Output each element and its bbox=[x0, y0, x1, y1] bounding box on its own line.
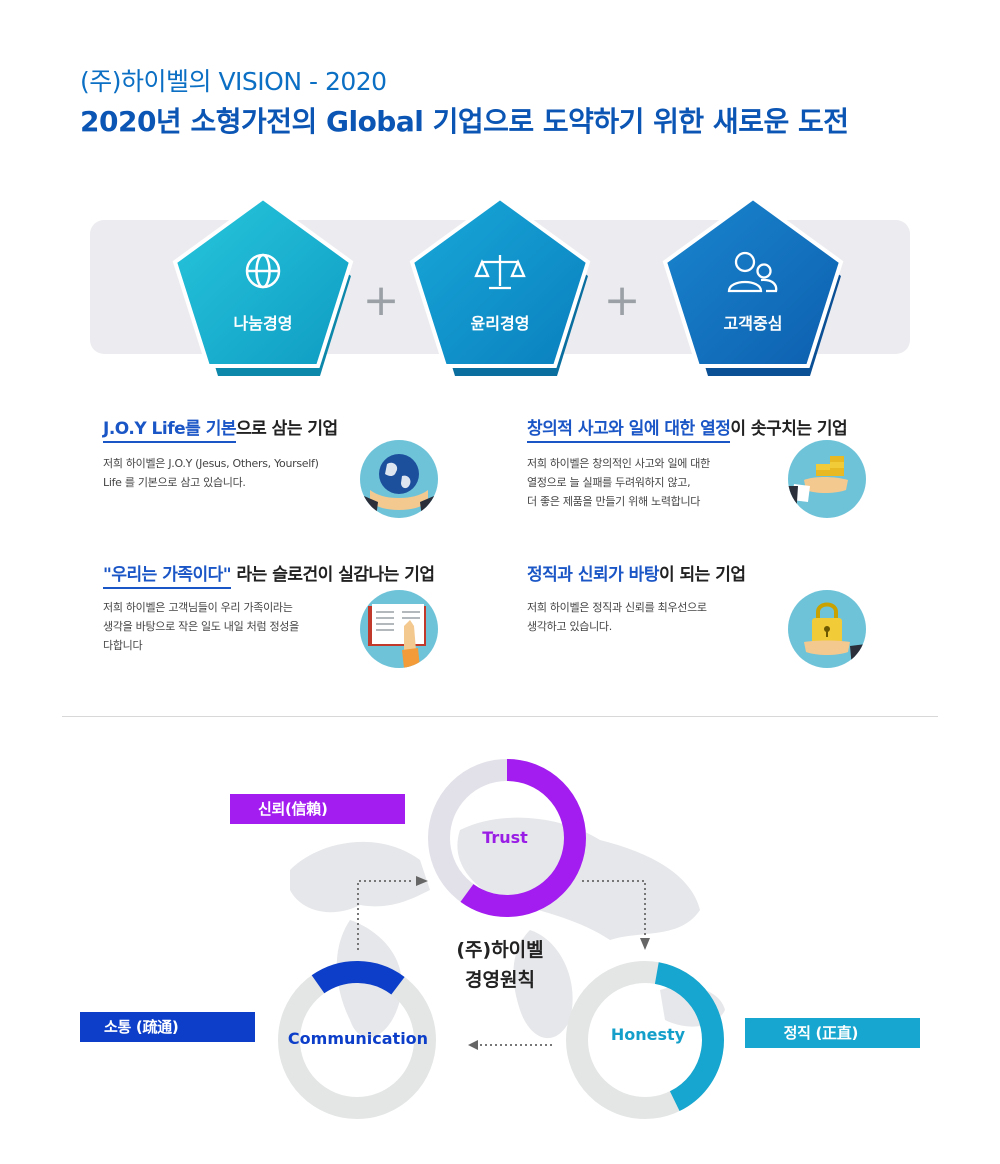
feature-desc-line: 생각하고 있습니다. bbox=[527, 620, 612, 633]
lock-hand-icon bbox=[788, 590, 866, 668]
scales-icon bbox=[474, 255, 526, 290]
feature-desc-line: 생각을 바탕으로 작은 일도 내일 처럼 정성을 bbox=[103, 620, 299, 633]
value-pentagon-2: 윤리경영 bbox=[409, 195, 591, 376]
feature-desc-line: 저희 하이벨은 고객님들이 우리 가족이라는 bbox=[103, 601, 293, 614]
feature-title-1: J.O.Y Life를 기본으로 삼는 기업 bbox=[103, 414, 338, 443]
communication-label: Communication bbox=[288, 1029, 428, 1048]
communication-ribbon: 소통 (疏通) bbox=[80, 1012, 255, 1042]
feature-desc-line: 열정으로 늘 실패를 두려워하지 않고, bbox=[527, 476, 691, 489]
feature-title-rest: 라는 슬로건이 실감나는 기업 bbox=[231, 565, 435, 585]
plus-icon: + bbox=[363, 275, 400, 326]
feature-title-highlight: J.O.Y Life를 기본 bbox=[103, 419, 236, 443]
honesty-ribbon: 정직 (正直) bbox=[745, 1018, 920, 1048]
globe-icon bbox=[245, 253, 281, 289]
trust-ring: Trust bbox=[428, 759, 586, 917]
principles-diagram: Trust Honesty Communication bbox=[278, 759, 725, 1119]
section-divider bbox=[62, 716, 938, 717]
flow-arrows bbox=[357, 880, 646, 1046]
value-pentagon-3: 고객중심 bbox=[662, 195, 844, 376]
feature-title-rest: 이 솟구치는 기업 bbox=[730, 419, 848, 439]
arrow-head-down bbox=[640, 938, 650, 950]
arrow-head-left bbox=[468, 1040, 478, 1050]
vision-subtitle: 2020년 소형가전의 Global 기업으로 도약하기 위한 새로운 도전 bbox=[80, 105, 849, 138]
feature-title-2: 창의적 사고와 일에 대한 열정이 솟구치는 기업 bbox=[527, 414, 848, 443]
feature-desc-line: 다합니다 bbox=[103, 639, 143, 652]
feature-desc-2: 저희 하이벨은 창의적인 사고와 일에 대한 열정으로 늘 실패를 두려워하지 … bbox=[527, 454, 710, 511]
feature-desc-3: 저희 하이벨은 고객님들이 우리 가족이라는 생각을 바탕으로 작은 일도 내일… bbox=[103, 598, 299, 655]
honesty-ring: Honesty bbox=[566, 961, 724, 1119]
honesty-label: Honesty bbox=[611, 1025, 686, 1044]
vision-title: (주)하이벨의 VISION - 2020 bbox=[80, 67, 387, 96]
trust-ribbon: 신뢰(信賴) bbox=[230, 794, 405, 824]
feature-desc-1: 저희 하이벨은 J.O.Y (Jesus, Others, Yourself) … bbox=[103, 454, 319, 492]
globe-hands-icon bbox=[360, 440, 438, 518]
feature-title-rest: 이 되는 기업 bbox=[658, 565, 746, 585]
world-map-background bbox=[290, 817, 725, 1039]
feature-title-highlight: 정직과 신뢰가 바탕 bbox=[527, 565, 659, 585]
values-diagram: 나눔경영 + 윤리경영 + 고객중심 bbox=[172, 195, 844, 376]
coins-hand-icon bbox=[788, 440, 866, 518]
value-label-3: 고객중심 bbox=[724, 314, 783, 333]
value-label-2: 윤리경영 bbox=[471, 314, 530, 333]
feature-title-highlight: 창의적 사고와 일에 대한 열정 bbox=[527, 419, 731, 443]
feature-desc-line: 저희 하이벨은 J.O.Y (Jesus, Others, Yourself) bbox=[103, 457, 319, 470]
value-pentagon-1: 나눔경영 bbox=[172, 195, 354, 376]
value-label-1: 나눔경영 bbox=[234, 314, 293, 333]
arrow-head-right bbox=[416, 876, 428, 886]
principles-center-title: (주)하이벨 경영원칙 bbox=[440, 935, 560, 995]
feature-title-highlight: "우리는 가족이다" bbox=[103, 565, 232, 589]
feature-title-3: "우리는 가족이다" 라는 슬로건이 실감나는 기업 bbox=[103, 560, 435, 589]
feature-desc-line: 더 좋은 제품을 만들기 위해 노력합니다 bbox=[527, 495, 701, 508]
feature-title-4: 정직과 신뢰가 바탕이 되는 기업 bbox=[527, 560, 746, 585]
users-icon bbox=[727, 251, 778, 293]
feature-desc-line: 저희 하이벨은 정직과 신뢰를 최우선으로 bbox=[527, 601, 707, 614]
communication-ring: Communication bbox=[278, 961, 436, 1119]
center-line-1: (주)하이벨 bbox=[456, 939, 544, 961]
feature-title-rest: 으로 삼는 기업 bbox=[235, 419, 338, 439]
feature-desc-line: Life 를 기본으로 삼고 있습니다. bbox=[103, 476, 246, 489]
plus-icon-2: + bbox=[604, 275, 641, 326]
trust-label: Trust bbox=[482, 828, 528, 847]
feature-desc-line: 저희 하이벨은 창의적인 사고와 일에 대한 bbox=[527, 457, 710, 470]
center-line-2: 경영원칙 bbox=[465, 969, 535, 991]
book-icon bbox=[360, 590, 438, 668]
feature-desc-4: 저희 하이벨은 정직과 신뢰를 최우선으로 생각하고 있습니다. bbox=[527, 598, 707, 636]
